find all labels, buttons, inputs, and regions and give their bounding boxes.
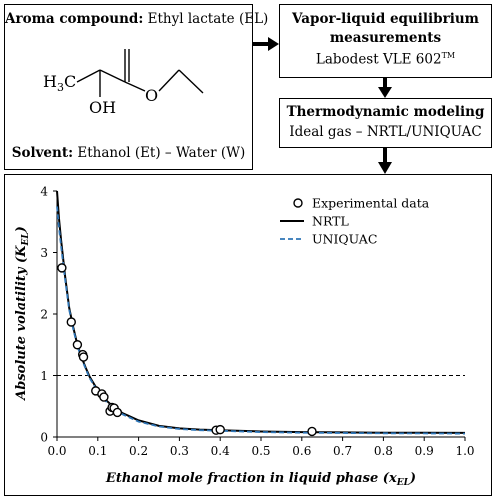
x-tick-label: 0.9 <box>415 444 434 458</box>
aroma-compound-label: Aroma compound: <box>5 11 144 27</box>
vle-measurements-box: Vapor-liquid equilibrium measurements La… <box>279 4 492 78</box>
chart-legend: Experimental data NRTL UNIQUAC <box>280 196 430 247</box>
experimental-point <box>112 407 123 418</box>
experimental-point <box>72 340 83 350</box>
arrow-down-icon <box>378 78 392 98</box>
x-tick-label: 0.6 <box>292 444 311 458</box>
x-tick-label: 0.8 <box>374 444 393 458</box>
vle-device: Labodest VLE 602 <box>315 51 442 68</box>
y-tick-label: 3 <box>40 246 48 260</box>
aroma-compound-box: Aroma compound: Ethyl lactate (EL) H3C O… <box>4 4 268 170</box>
x-tick-label: 0.1 <box>88 444 107 458</box>
y-tick-label: 4 <box>40 185 48 199</box>
experimental-point <box>99 392 109 402</box>
solvent-line: Solvent: Ethanol (Et) – Water (W) <box>5 145 252 161</box>
y-tick-label: 1 <box>40 369 48 383</box>
y-axis-label: Absolute volatility (KEL) <box>14 226 31 402</box>
volatility-chart-box: 0.0 0.1 0.2 0.3 0.4 0.5 0.6 0.7 0.8 0.9 1.0 0 1 2 3 4 E… <box>4 174 492 496</box>
x-tick-label: 0.3 <box>170 444 189 458</box>
vle-title-line2: measurements <box>329 30 442 46</box>
x-tick-label: 0.5 <box>251 444 270 458</box>
x-tick-label: 0.7 <box>333 444 352 458</box>
y-tick-label: 0 <box>40 431 48 445</box>
x-tick-label: 0.4 <box>211 444 230 458</box>
experimental-point <box>57 263 67 273</box>
hydroxyl-label: OH <box>89 98 116 117</box>
experimental-point <box>78 352 89 362</box>
ethyl-lactate-structure: H3C OH O <box>43 49 204 117</box>
y-tick-label: 2 <box>40 308 48 322</box>
ester-oxygen-label: O <box>145 86 158 105</box>
solvent-label: Solvent: <box>11 145 74 161</box>
legend-label-nrtl: NRTL <box>312 214 349 229</box>
x-tick-label: 0.2 <box>129 444 148 458</box>
volatility-chart: 0.0 0.1 0.2 0.3 0.4 0.5 0.6 0.7 0.8 0.9 1.0 0 1 2 3 4 E… <box>14 185 475 489</box>
x-tick-label: 1.0 <box>455 444 474 458</box>
legend-label-uniquac: UNIQUAC <box>312 232 377 247</box>
vle-device-line: Labodest VLE 602TM <box>280 51 491 68</box>
chart-axes: 0.0 0.1 0.2 0.3 0.4 0.5 0.6 0.7 0.8 0.9 1.0 0 1 2 3 4 <box>40 185 474 459</box>
experimental-point <box>215 424 225 435</box>
x-axis-label: Ethanol mole fraction in liquid phase (x… <box>105 471 416 488</box>
legend-label-experimental: Experimental data <box>312 196 430 211</box>
arrow-right-icon <box>253 37 279 51</box>
x-tick-label: 0.0 <box>47 444 66 458</box>
experimental-point <box>66 317 76 327</box>
chart-plot-area <box>56 190 466 437</box>
legend-marker-experimental <box>293 198 303 208</box>
nrtl-series-line <box>56 190 466 434</box>
thermo-subtitle: Ideal gas – NRTL/UNIQUAC <box>289 124 482 140</box>
arrow-down-icon <box>378 148 392 174</box>
vle-title-line1: Vapor-liquid equilibrium <box>292 11 479 27</box>
thermo-title: Thermodynamic modeling <box>286 104 485 120</box>
skeleton-bonds <box>76 49 204 97</box>
uniquac-series-line <box>56 206 466 435</box>
thermodynamic-modeling-box: Thermodynamic modeling Ideal gas – NRTL/… <box>279 98 492 148</box>
aroma-compound-line: Aroma compound: Ethyl lactate (EL) <box>5 11 268 27</box>
aroma-compound-value: Ethyl lactate (EL) <box>147 11 269 27</box>
solvent-value: Ethanol (Et) – Water (W) <box>77 145 246 161</box>
experimental-point <box>307 426 317 437</box>
trademark: TM <box>441 51 456 60</box>
h3c-label: H3C <box>43 72 76 94</box>
